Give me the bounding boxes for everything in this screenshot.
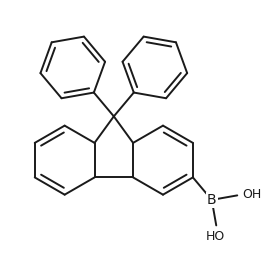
Text: B: B bbox=[207, 193, 217, 207]
Text: OH: OH bbox=[242, 188, 261, 201]
Text: HO: HO bbox=[205, 230, 225, 243]
